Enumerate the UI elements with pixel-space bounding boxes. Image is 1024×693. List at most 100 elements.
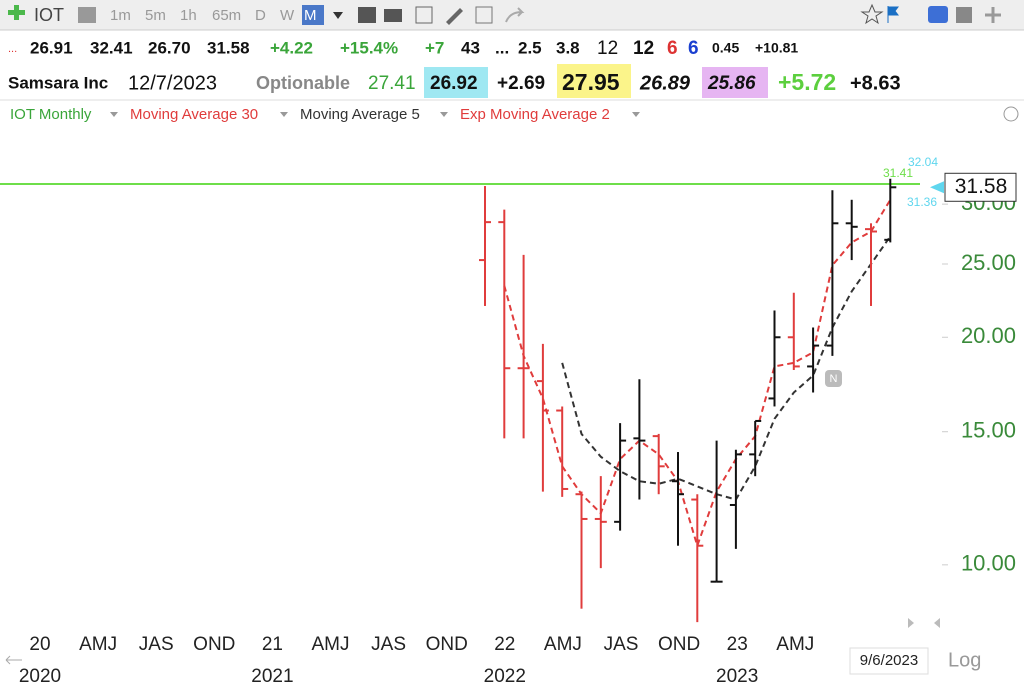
x-year-label: 2022: [484, 666, 526, 687]
quote-field: 26.70: [148, 38, 191, 57]
tool-icon[interactable]: [475, 6, 493, 24]
interval[interactable]: W: [280, 7, 295, 24]
legend-entry[interactable]: Moving Average 30: [130, 106, 258, 123]
quote-field: 26.92: [430, 73, 478, 94]
quote-field: ...: [495, 38, 509, 57]
x-year-label: 2021: [251, 666, 293, 687]
quote-field: 12: [597, 38, 618, 59]
tool-icon[interactable]: [384, 9, 402, 22]
last-price: 31.58: [955, 175, 1008, 198]
quote-field: +2.69: [497, 73, 545, 94]
x-tick-label: AMJ: [312, 634, 350, 655]
tool-icon[interactable]: [505, 7, 525, 23]
save-icon[interactable]: [956, 7, 972, 23]
tool-icon[interactable]: [415, 6, 433, 24]
x-tick-label: AMJ: [544, 634, 582, 655]
tool-icon[interactable]: [446, 8, 463, 25]
interval[interactable]: M: [304, 7, 317, 24]
y-tick-label: 25.00: [961, 250, 1016, 275]
active-interval: [302, 5, 324, 25]
quote-field: 3.8: [556, 38, 580, 57]
price-annotation: 31.36: [907, 195, 937, 209]
quote-field: 6: [667, 38, 678, 59]
interval[interactable]: 5m: [145, 7, 166, 24]
star[interactable]: [860, 3, 884, 25]
x-tick-label: AMJ: [79, 634, 117, 655]
quote-field: 12/7/2023: [128, 72, 217, 94]
x-tick-label: AMJ: [776, 634, 814, 655]
legend-entry[interactable]: IOT Monthly: [10, 106, 92, 123]
plot: 10.0015.0020.0025.0030.0032.0431.4131.36…: [0, 155, 1017, 687]
quote-field: ...: [8, 43, 17, 55]
legend-dropdown: [110, 112, 118, 117]
quote-field: 27.95: [562, 69, 620, 95]
s-icon[interactable]: [928, 6, 948, 23]
dropdown[interactable]: [333, 12, 343, 19]
x-tick-label: 22: [494, 634, 515, 655]
symbol[interactable]: IOT: [34, 5, 64, 25]
quote-field: +5.72: [778, 69, 836, 95]
x-tick-label: OND: [658, 634, 700, 655]
date-box-label: 9/6/2023: [860, 652, 918, 669]
legend-entry[interactable]: Exp Moving Average 2: [460, 106, 610, 123]
news-badge: [825, 370, 842, 387]
scroll-arrows[interactable]: [908, 618, 940, 628]
indicator-line: [561, 235, 892, 501]
price-annotation: 32.04: [908, 155, 938, 169]
legend-dropdown: [280, 112, 288, 117]
add-icon[interactable]: [8, 5, 25, 20]
highlight: [557, 64, 631, 98]
tool-icon[interactable]: [358, 7, 376, 23]
indicator-line: [503, 199, 892, 549]
scale-button[interactable]: Log: [948, 649, 981, 671]
legend: IOT Monthly Moving Average 30 Moving Avera…: [10, 106, 640, 123]
price-pointer: [930, 181, 944, 194]
interval[interactable]: D: [255, 7, 266, 24]
quote-field: 0.45: [712, 40, 739, 56]
x-year-label: 2023: [716, 666, 758, 687]
x-tick-label: OND: [426, 634, 468, 655]
quote-field: 26.89: [639, 72, 691, 94]
highlight: [424, 67, 488, 98]
quote-field: 27.41: [368, 73, 416, 94]
quote-row-2: Samsara Inc 12/7/2023 Optionable 27.41 26.92…: [8, 64, 901, 98]
x-tick-label: JAS: [139, 634, 174, 655]
quote-field: +7: [425, 38, 444, 57]
quote-field: +15.4%: [340, 38, 398, 57]
quote-field: +4.22: [270, 38, 313, 57]
quote-field: +8.63: [850, 72, 901, 94]
y-tick-label: 20.00: [961, 323, 1016, 348]
quote-field: 43: [461, 38, 480, 57]
interval[interactable]: 65m: [212, 7, 241, 24]
move-icon[interactable]: [985, 7, 1001, 23]
price-annotation: 31.41: [883, 166, 913, 180]
tool-icon[interactable]: [78, 7, 96, 23]
quote-field: Samsara Inc: [8, 73, 108, 92]
legend-entry[interactable]: Moving Average 5: [300, 106, 420, 123]
quote-field: +10.81: [755, 40, 798, 56]
quote-field: 6: [688, 38, 699, 59]
quote-field: 32.41: [90, 38, 133, 57]
date-box: [849, 647, 929, 675]
x-tick-label: JAS: [371, 634, 406, 655]
legend-dropdown: [440, 112, 448, 117]
quote-field: 2.5: [518, 38, 542, 57]
quote-field: Optionable: [256, 73, 350, 93]
x-tick-label: JAS: [604, 634, 639, 655]
x-tick-label: OND: [193, 634, 235, 655]
flag[interactable]: [887, 6, 899, 23]
intervals: 1m 5m 1h 65m D W M: [110, 5, 324, 25]
quote-field: 26.91: [30, 38, 73, 57]
y-tick-label: 10.00: [961, 551, 1016, 576]
quote-field: 31.58: [207, 38, 250, 57]
x-tick-label: 20: [29, 634, 50, 655]
settings-icon[interactable]: [1003, 106, 1019, 122]
x-tick-label: 21: [262, 634, 283, 655]
last-price-box: [944, 172, 1017, 202]
interval[interactable]: 1h: [180, 7, 197, 24]
zoom-icon[interactable]: [5, 655, 22, 665]
interval[interactable]: 1m: [110, 7, 131, 24]
x-tick-label: 23: [727, 634, 748, 655]
